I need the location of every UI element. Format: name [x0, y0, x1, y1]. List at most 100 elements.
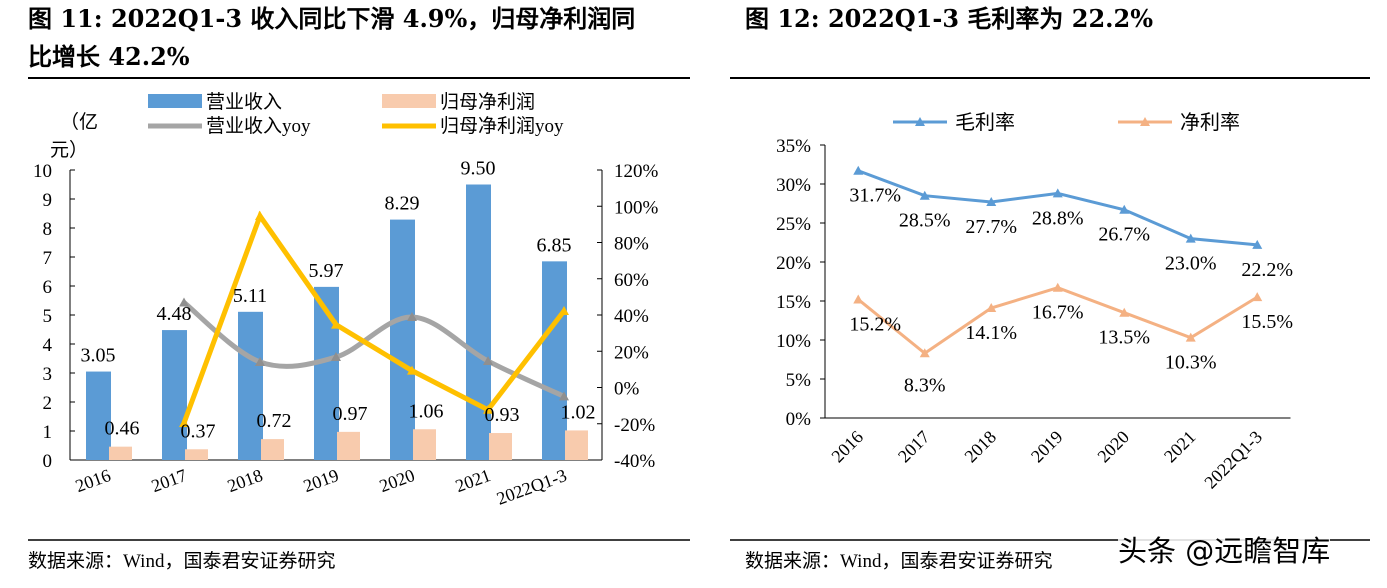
legend-label-revenue-yoy: 营业收入yoy: [206, 115, 311, 137]
x-tick-label: 2022Q1-3: [1200, 427, 1266, 493]
right-tick-label: 20%: [614, 342, 649, 363]
gross-margin-marker: [853, 165, 864, 175]
figure-11-title: 图 11: 2022Q1-3 收入同比下滑 4.9%，归母净利润同 比增长 42…: [28, 0, 698, 76]
net-profit-bar: [413, 429, 436, 460]
gross-margin-data-label: 22.2%: [1241, 259, 1293, 281]
net-margin-data-label: 8.3%: [904, 374, 946, 396]
right-tick-label: 60%: [614, 270, 649, 291]
net-profit-data-label: 0.46: [105, 418, 140, 440]
left-tick-label: 7: [43, 248, 53, 269]
net-profit-bar: [185, 449, 208, 460]
x-tick-label: 2018: [960, 427, 1000, 467]
y-axis-unit-line2: 元）: [50, 139, 88, 161]
gross-margin-marker: [986, 196, 997, 206]
gross-margin-marker: [1252, 239, 1263, 249]
net-profit-yoy-marker: [559, 306, 569, 316]
net-profit-yoy-line: [181, 210, 566, 424]
net-profit-data-label: 0.37: [181, 420, 216, 442]
x-tick-label: 2017: [894, 427, 934, 467]
gross-margin-marker: [1119, 204, 1130, 214]
legend-label-gross-margin: 毛利率: [955, 111, 1015, 134]
revenue-data-label: 5.11: [233, 285, 267, 307]
left-tick-label: 10: [33, 161, 52, 182]
gross-margin-data-label: 28.5%: [899, 210, 951, 232]
gross-margin-marker: [1052, 188, 1063, 198]
revenue-bar: [542, 261, 567, 460]
title-line-2: 比增长 42.2%: [28, 42, 190, 71]
net-profit-yoy-marker: [179, 418, 189, 428]
left-tick-label: 8: [43, 219, 53, 240]
net-margin-data-label: 15.5%: [1241, 311, 1293, 333]
revenue-data-label: 9.50: [461, 158, 496, 180]
revenue-data-label: 6.85: [537, 234, 572, 256]
revenue-bar: [466, 184, 491, 460]
net-margin-marker: [986, 303, 997, 313]
figure-12-title: 图 12: 2022Q1-3 毛利率为 22.2%: [745, 4, 1153, 33]
x-tick-label: 2022Q1-3: [494, 465, 569, 509]
net-profit-bar: [565, 430, 588, 460]
revenue-bar: [390, 219, 415, 460]
net-profit-yoy-marker: [331, 319, 341, 329]
right-source: 数据来源：Wind，国泰君安证券研究: [745, 551, 1053, 572]
left-tick-label: 6: [43, 277, 53, 298]
legend-swatch-revenue: [148, 94, 202, 108]
net-profit-yoy-marker: [255, 211, 265, 221]
y-tick-label: 5%: [786, 370, 812, 391]
y-tick-label: 10%: [776, 331, 811, 352]
net-margin-data-label: 14.1%: [965, 322, 1017, 344]
x-tick-label: 2020: [377, 465, 418, 496]
net-margin-marker: [1252, 292, 1263, 302]
y-axis-unit-line1: （亿: [60, 111, 98, 133]
net-profit-data-label: 1.06: [409, 400, 444, 422]
net-profit-bar: [489, 433, 512, 460]
y-tick-label: 15%: [776, 292, 811, 313]
revenue-yoy-marker: [483, 356, 493, 366]
revenue-bar: [238, 311, 263, 460]
gross-margin-marker: [919, 190, 930, 200]
y-tick-label: 25%: [776, 214, 811, 235]
margin-chart: 0% 5% 10% 15% 20% 25% 30% 35% 2016 2017 2018 2019 20…: [776, 111, 1293, 492]
watermark: 头条 @远瞻智库: [1118, 528, 1331, 570]
left-tick-label: 0: [43, 451, 53, 472]
net-profit-data-label: 1.02: [561, 401, 596, 423]
legend-marker-net-margin: [1140, 117, 1150, 126]
net-profit-bar: [261, 439, 284, 460]
net-margin-marker: [853, 294, 864, 304]
right-tick-label: 100%: [614, 197, 659, 218]
revenue-bar: [162, 330, 187, 460]
legend-marker-gross-margin: [915, 117, 925, 126]
revenue-data-label: 8.29: [385, 193, 420, 215]
left-tick-label: 9: [43, 190, 53, 211]
net-profit-yoy-marker: [407, 365, 417, 375]
right-tick-label: -20%: [614, 415, 655, 436]
x-tick-label: 2017: [149, 465, 190, 496]
left-tick-label: 1: [43, 422, 53, 443]
y-tick-label: 30%: [776, 175, 811, 196]
revenue-yoy-marker: [559, 391, 569, 401]
x-tick-label: 2016: [827, 427, 867, 467]
gross-margin-data-label: 23.0%: [1165, 253, 1217, 275]
left-tick-label: 5: [43, 306, 53, 327]
right-tick-label: -40%: [614, 451, 655, 472]
revenue-yoy-line: [182, 300, 566, 399]
gross-margin-marker: [1185, 233, 1196, 243]
net-profit-data-label: 0.72: [257, 410, 292, 432]
x-tick-label: 2019: [301, 465, 342, 496]
revenue-data-label: 5.97: [309, 260, 344, 282]
net-profit-bar: [109, 446, 132, 460]
gross-margin-data-label: 31.7%: [849, 185, 901, 207]
gross-margin-data-label: 28.8%: [1032, 207, 1084, 229]
left-tick-label: 2: [43, 393, 53, 414]
revenue-yoy-marker: [255, 356, 265, 366]
revenue-yoy-marker: [331, 352, 341, 362]
y-tick-label: 35%: [776, 136, 811, 157]
legend-label-net-margin: 净利率: [1180, 111, 1240, 134]
gross-margin-data-label: 26.7%: [1098, 224, 1150, 246]
x-tick-label: 2019: [1027, 427, 1067, 467]
revenue-data-label: 3.05: [81, 345, 116, 367]
right-tick-label: 40%: [614, 306, 649, 327]
right-tick-label: 80%: [614, 234, 649, 255]
net-margin-data-label: 15.2%: [849, 313, 901, 335]
